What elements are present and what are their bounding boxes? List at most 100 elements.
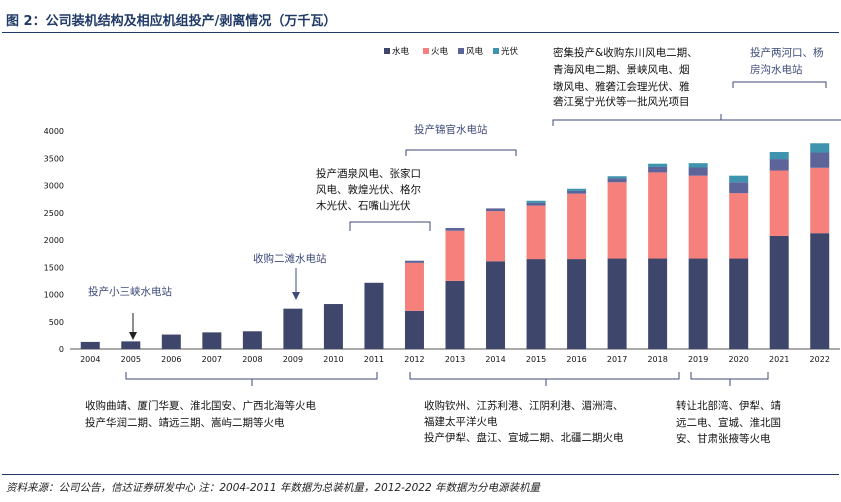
bracket-2012	[349, 221, 431, 231]
x-tick-label: 2008	[242, 355, 262, 364]
annotation-bottom3-line1: 转让北部湾、伊犁、靖	[676, 399, 781, 412]
annotation-bottom3-line2: 远二电、宣城、淮北国	[676, 416, 781, 429]
annotation-2017-line3: 墩风电、雅砻江会理光伏、雅	[553, 80, 690, 93]
bar-segment	[648, 172, 668, 259]
bar-segment	[648, 258, 668, 349]
bar-segment	[486, 211, 506, 262]
bar-segment	[567, 193, 587, 260]
bar-segment	[769, 151, 789, 160]
bar-segment	[202, 332, 222, 349]
legend-swatch	[493, 48, 499, 54]
x-tick-label: 2011	[364, 355, 384, 364]
x-tick-label: 2019	[688, 355, 708, 364]
annotation-brackets	[125, 81, 841, 386]
source-note: 资料来源：公司公告，信达证券研发中心 注：2004-2011 年数据为总装机量，…	[6, 482, 540, 494]
x-tick-label: 2021	[769, 355, 789, 364]
bracket-b2	[409, 372, 680, 386]
bar-segment	[526, 202, 546, 206]
x-tick-label: 2010	[323, 355, 343, 364]
bar-segment	[486, 208, 506, 212]
bars	[80, 143, 830, 349]
bar-segment	[323, 304, 343, 349]
x-tick-label: 2018	[647, 355, 667, 364]
x-tick-label: 2017	[607, 355, 627, 364]
annotations: 投产小三峡水电站 收购二滩水电站 投产酒泉风电、张家口 风电、敦煌光伏、格尔 木…	[85, 46, 824, 445]
bar-segment	[404, 310, 424, 349]
arrow-2005-head	[129, 332, 137, 340]
bar-segment	[648, 166, 668, 173]
stacked-bar-chart: 0 500 1000 1500 2000 2500 3000 3500 4000 2004 2005…	[44, 46, 841, 445]
bar-segment	[364, 282, 384, 349]
bracket-2013	[405, 149, 517, 156]
bar-segment	[404, 262, 424, 311]
bar-segment	[567, 188, 587, 191]
bar-segment	[729, 175, 749, 183]
x-tick-label: 2007	[202, 355, 222, 364]
bar-segment	[729, 182, 749, 194]
bar-segment	[688, 258, 708, 349]
legend-label: 火电	[431, 46, 449, 57]
bracket-2017	[552, 114, 841, 126]
bar-segment	[526, 205, 546, 260]
bar-segment	[810, 233, 830, 349]
bracket-b1	[125, 372, 378, 386]
bar-segment	[769, 159, 789, 171]
bar-segment	[404, 260, 424, 263]
x-tick-label: 2016	[566, 355, 586, 364]
bar-segment	[607, 258, 627, 349]
annotation-2021-line2: 房沟水电站	[750, 63, 803, 76]
x-tick-label: 2004	[80, 355, 100, 364]
annotation-2012-line2: 风电、敦煌光伏、格尔	[316, 183, 421, 196]
bar-segment	[688, 163, 708, 168]
y-tick-label: 4000	[44, 127, 64, 136]
bar-segment	[526, 259, 546, 349]
y-tick-label: 3000	[44, 182, 64, 191]
y-tick-label: 500	[49, 318, 64, 327]
bar-segment	[769, 235, 789, 349]
legend-label: 风电	[466, 46, 484, 57]
bar-segment	[445, 230, 465, 281]
chart-title: 图 2：公司装机结构及相应机组投产/剥离情况（万千瓦）	[6, 14, 337, 29]
y-tick-label: 1000	[44, 291, 64, 300]
y-tick-label: 2500	[44, 209, 64, 218]
bar-segment	[607, 182, 627, 259]
arrow-2009-head	[292, 292, 300, 300]
x-tick-label: 2009	[283, 355, 303, 364]
bar-segment	[526, 200, 546, 203]
bar-segment	[567, 259, 587, 349]
x-tick-label: 2006	[161, 355, 181, 364]
bar-segment	[648, 163, 668, 167]
bar-segment	[445, 280, 465, 349]
annotation-2021-line1: 投产两河口、杨	[750, 46, 824, 59]
bar-segment	[810, 143, 830, 153]
annotation-bottom2-line1: 收购钦州、江苏利港、江阴利港、湄洲湾、	[424, 399, 624, 412]
legend-label: 光伏	[501, 46, 519, 57]
legend-swatch	[458, 48, 464, 54]
bracket-2021	[732, 81, 827, 88]
annotation-bottom2-line2: 福建太平洋火电	[424, 415, 498, 428]
bar-segment	[80, 341, 100, 349]
bar-segment	[607, 176, 627, 179]
annotation-2017-line1: 密集投产&收购东川风电二期、	[553, 46, 698, 59]
title-rule	[2, 32, 839, 33]
x-tick-label: 2013	[445, 355, 465, 364]
bar-segment	[729, 258, 749, 349]
x-tick-label: 2005	[121, 355, 141, 364]
legend-swatch	[384, 48, 390, 54]
y-tick-label: 3500	[44, 154, 64, 163]
y-tick-label: 2000	[44, 236, 64, 245]
source-rule	[2, 474, 839, 475]
bar-segment	[810, 152, 830, 168]
y-tick-label: 1500	[44, 263, 64, 272]
x-tick-label: 2014	[485, 355, 505, 364]
bar-segment	[810, 167, 830, 234]
y-tick-label: 0	[59, 345, 64, 354]
bar-segment	[242, 331, 262, 349]
bracket-b3	[690, 372, 769, 386]
annotation-2012-line3: 木光伏、石嘴山光伏	[316, 199, 411, 212]
x-tick-label: 2020	[729, 355, 749, 364]
x-tick-label: 2012	[404, 355, 424, 364]
bar-segment	[607, 178, 627, 183]
legend-label: 水电	[392, 46, 410, 57]
axes: 0 500 1000 1500 2000 2500 3000 3500 4000 2004 2005…	[44, 127, 840, 364]
